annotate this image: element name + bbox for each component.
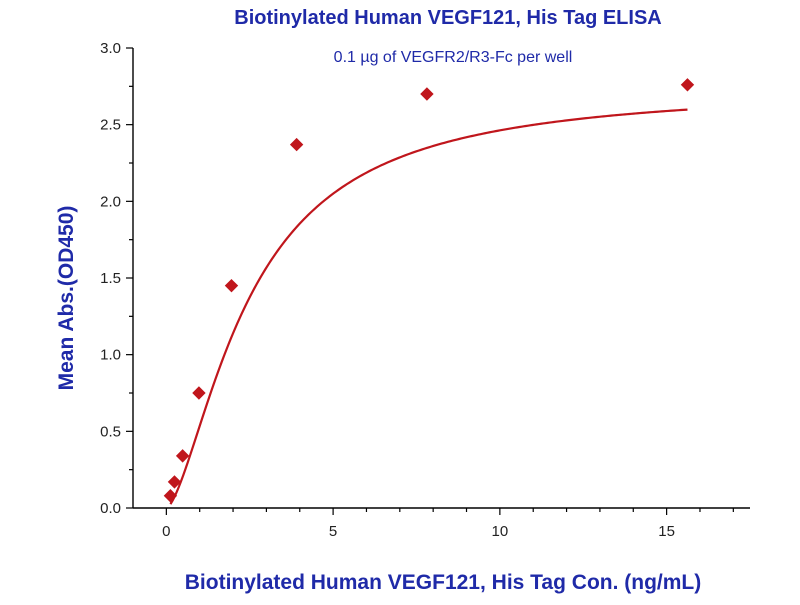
fit-curve xyxy=(169,108,688,505)
y-axis-label: Mean Abs.(OD450) xyxy=(55,206,78,391)
data-point xyxy=(224,278,239,293)
y-tick-label: 0.0 xyxy=(100,500,121,517)
data-point xyxy=(680,78,695,92)
data-point xyxy=(420,87,434,101)
chart-title: Biotinylated Human VEGF121, His Tag ELIS… xyxy=(234,7,662,29)
y-tick-label: 3.0 xyxy=(100,40,121,57)
x-axis-label: Biotinylated Human VEGF121, His Tag Con.… xyxy=(185,571,702,594)
y-tick-label: 2.0 xyxy=(100,193,121,210)
data-points-layer xyxy=(163,78,695,503)
data-point xyxy=(289,137,304,152)
y-tick-label: 1.5 xyxy=(100,270,121,287)
x-tick-label: 5 xyxy=(329,523,337,540)
y-tick-label: 1.0 xyxy=(100,347,121,364)
x-tick-label: 15 xyxy=(658,523,675,540)
data-point xyxy=(163,489,178,503)
y-tick-label: 2.5 xyxy=(100,117,121,134)
axes: 0 5 10 15 0.0 0.5 1.0 1.5 2.0 2.5 3.0 xyxy=(100,40,750,540)
x-tick-label: 0 xyxy=(162,523,170,540)
data-point xyxy=(175,449,190,463)
data-point xyxy=(167,475,182,489)
data-point xyxy=(192,386,206,400)
x-tick-label: 10 xyxy=(492,523,509,540)
chart-subtitle: 0.1 µg of VEGFR2/R3-Fc per well xyxy=(334,49,573,66)
fit-curve-layer xyxy=(169,108,688,505)
y-tick-label: 0.5 xyxy=(100,423,121,440)
